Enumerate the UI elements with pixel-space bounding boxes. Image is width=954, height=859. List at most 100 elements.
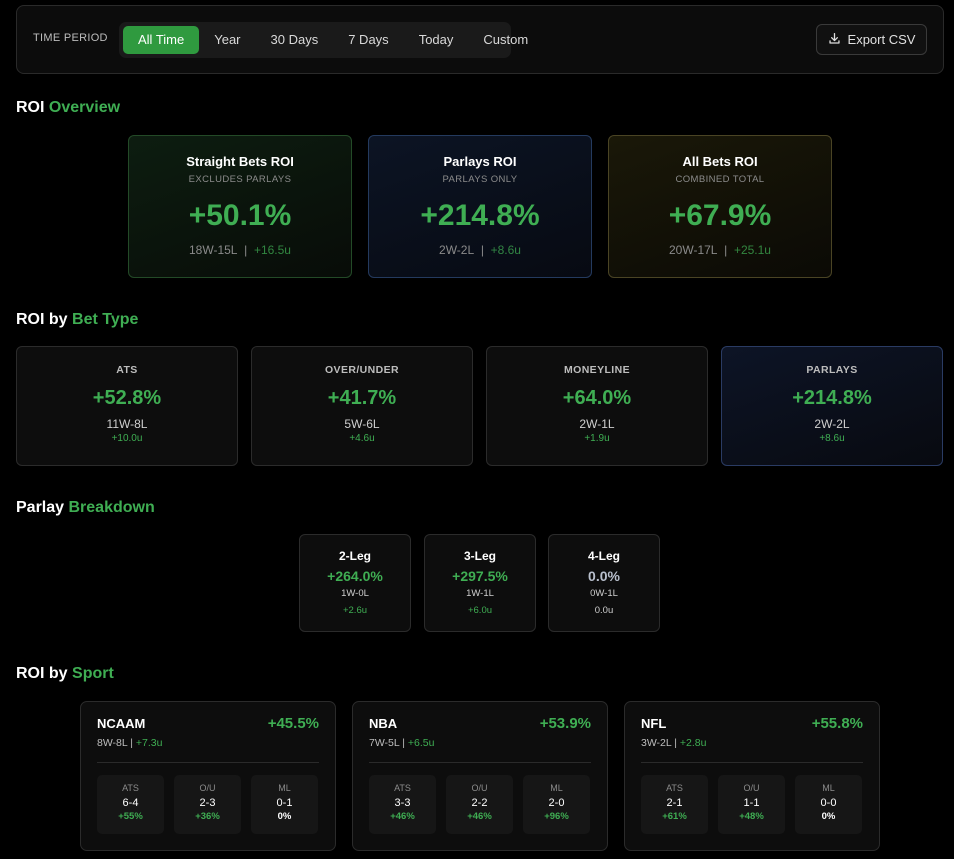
sport-stats: ATS 3-3 +46% O/U 2-2 +46% ML 2-0 +96% — [369, 775, 590, 834]
bet-type-record: 5W-6L — [344, 417, 380, 431]
divider — [97, 762, 319, 763]
roi-card-title: Parlays ROI — [443, 154, 517, 169]
sport-roi: +45.5% — [267, 715, 319, 732]
parlay-units: +2.6u — [342, 605, 368, 616]
sport-card-nfl: NFL +55.8% 3W-2L | +2.8u ATS 2-1 +61% O/… — [624, 701, 880, 851]
parlay-record: 1W-1L — [466, 588, 494, 599]
parlay-roi: 0.0% — [588, 568, 620, 584]
period-option-7-days[interactable]: 7 Days — [348, 32, 389, 47]
parlay-roi: +297.5% — [452, 568, 508, 584]
period-option-year[interactable]: Year — [214, 32, 241, 47]
bet-type-record: 2W-2L — [814, 417, 850, 431]
bet-type-roi: +52.8% — [92, 387, 162, 409]
section-title-roi-overview: ROI Overview — [16, 99, 120, 117]
section-title-accent: Bet Type — [72, 311, 139, 328]
parlay-record: 1W-0L — [341, 588, 369, 599]
parlay-record: 0W-1L — [590, 588, 618, 599]
parlay-roi: +264.0% — [327, 568, 383, 584]
divider — [369, 762, 591, 763]
bet-type-record: 2W-1L — [579, 417, 615, 431]
bet-type-title: ATS — [116, 364, 138, 376]
section-title-accent: Overview — [48, 99, 121, 116]
parlay-title: 4-Leg — [587, 549, 620, 563]
sport-roi: +55.8% — [811, 715, 863, 732]
roi-card-record: 2W-2L | +8.6u — [439, 243, 521, 257]
sport-stat-ml: ML 0-1 0% — [251, 775, 318, 834]
roi-card-value: +50.1% — [188, 199, 292, 232]
sport-stat-ou: O/U 2-2 +46% — [446, 775, 513, 834]
parlay-units: +6.0u — [467, 605, 493, 616]
sport-stat-ats: ATS 6-4 +55% — [97, 775, 164, 834]
sport-stat-ml: ML 0-0 0% — [795, 775, 862, 834]
period-option-all-time[interactable]: All Time — [123, 26, 200, 54]
bet-type-card-over-under: OVER/UNDER +41.7% 5W-6L +4.6u — [251, 346, 473, 466]
bet-type-card-moneyline: MONEYLINE +64.0% 2W-1L +1.9u — [486, 346, 708, 466]
roi-card-title: Straight Bets ROI — [186, 154, 294, 169]
time-period-label: TIME PERIOD — [33, 32, 108, 44]
bet-type-units: +10.0u — [111, 433, 143, 444]
bet-type-roi: +64.0% — [562, 387, 632, 409]
sport-stat-ats: ATS 2-1 +61% — [641, 775, 708, 834]
roi-card-subtitle: PARLAYS ONLY — [442, 174, 518, 185]
roi-card-record: 20W-17L | +25.1u — [669, 243, 771, 257]
section-title-prefix: Parlay — [16, 499, 65, 516]
period-option-custom[interactable]: Custom — [483, 32, 529, 47]
sport-stats: ATS 2-1 +61% O/U 1-1 +48% ML 0-0 0% — [641, 775, 862, 834]
sport-card-ncaam: NCAAM +45.5% 8W-8L | +7.3u ATS 6-4 +55% … — [80, 701, 336, 851]
roi-card-parlays: Parlays ROI PARLAYS ONLY +214.8% 2W-2L |… — [368, 135, 592, 278]
bet-type-roi: +214.8% — [792, 387, 872, 409]
section-title-accent: Sport — [72, 665, 114, 682]
bet-type-title: PARLAYS — [806, 364, 858, 376]
parlay-card-2-leg: 2-Leg +264.0% 1W-0L +2.6u — [299, 534, 411, 632]
sport-record: 7W-5L | +6.5u — [369, 737, 435, 749]
roi-card-subtitle: EXCLUDES PARLAYS — [188, 174, 292, 185]
roi-card-title: All Bets ROI — [682, 154, 758, 169]
bet-type-units: +4.6u — [349, 433, 375, 444]
bet-type-title: OVER/UNDER — [324, 364, 399, 376]
sport-name: NFL — [641, 716, 667, 731]
period-option-30-days[interactable]: 30 Days — [270, 32, 319, 47]
parlay-title: 2-Leg — [338, 549, 371, 563]
sport-card-nba: NBA +53.9% 7W-5L | +6.5u ATS 3-3 +46% O/… — [352, 701, 608, 851]
roi-card-value: +214.8% — [420, 199, 540, 232]
roi-card-record: 18W-15L | +16.5u — [189, 243, 291, 257]
download-icon — [828, 32, 841, 48]
section-title-roi-by-bet-type: ROI by Bet Type — [16, 311, 138, 329]
sport-name: NBA — [369, 716, 398, 731]
parlay-card-3-leg: 3-Leg +297.5% 1W-1L +6.0u — [424, 534, 536, 632]
roi-card-straight-bets: Straight Bets ROI EXCLUDES PARLAYS +50.1… — [128, 135, 352, 278]
sport-stat-ml: ML 2-0 +96% — [523, 775, 590, 834]
divider — [641, 762, 863, 763]
sport-stat-ats: ATS 3-3 +46% — [369, 775, 436, 834]
bet-type-card-parlays: PARLAYS +214.8% 2W-2L +8.6u — [721, 346, 943, 466]
section-title-parlay-breakdown: Parlay Breakdown — [16, 499, 155, 517]
bet-type-record: 11W-8L — [106, 417, 148, 431]
sport-record: 8W-8L | +7.3u — [97, 737, 163, 749]
export-csv-label: Export CSV — [847, 32, 916, 47]
parlay-units: 0.0u — [594, 605, 614, 616]
time-period-segmented-control: All Time Year 30 Days 7 Days Today Custo… — [119, 22, 528, 58]
section-title-accent: Breakdown — [68, 499, 155, 516]
roi-card-all-bets: All Bets ROI COMBINED TOTAL +67.9% 20W-1… — [608, 135, 832, 278]
period-option-today[interactable]: Today — [418, 32, 454, 47]
section-title-roi-by-sport: ROI by Sport — [16, 665, 114, 683]
sport-roi: +53.9% — [539, 715, 591, 732]
bet-type-units: +8.6u — [819, 433, 845, 444]
section-title-prefix: ROI — [16, 99, 45, 116]
time-period-bar: TIME PERIOD All Time Year 30 Days 7 Days… — [16, 5, 944, 74]
section-title-prefix: ROI by — [16, 665, 68, 682]
parlay-card-4-leg: 4-Leg 0.0% 0W-1L 0.0u — [548, 534, 660, 632]
sport-stat-ou: O/U 1-1 +48% — [718, 775, 785, 834]
roi-card-value: +67.9% — [668, 199, 772, 232]
sport-stat-ou: O/U 2-3 +36% — [174, 775, 241, 834]
sport-name: NCAAM — [97, 716, 146, 731]
section-title-prefix: ROI by — [16, 311, 68, 328]
parlay-title: 3-Leg — [463, 549, 496, 563]
sport-record: 3W-2L | +2.8u — [641, 737, 707, 749]
roi-card-subtitle: COMBINED TOTAL — [675, 174, 765, 185]
bet-type-roi: +41.7% — [327, 387, 397, 409]
bet-type-units: +1.9u — [584, 433, 610, 444]
sport-stats: ATS 6-4 +55% O/U 2-3 +36% ML 0-1 0% — [97, 775, 318, 834]
export-csv-button[interactable]: Export CSV — [816, 24, 927, 55]
bet-type-card-ats: ATS +52.8% 11W-8L +10.0u — [16, 346, 238, 466]
